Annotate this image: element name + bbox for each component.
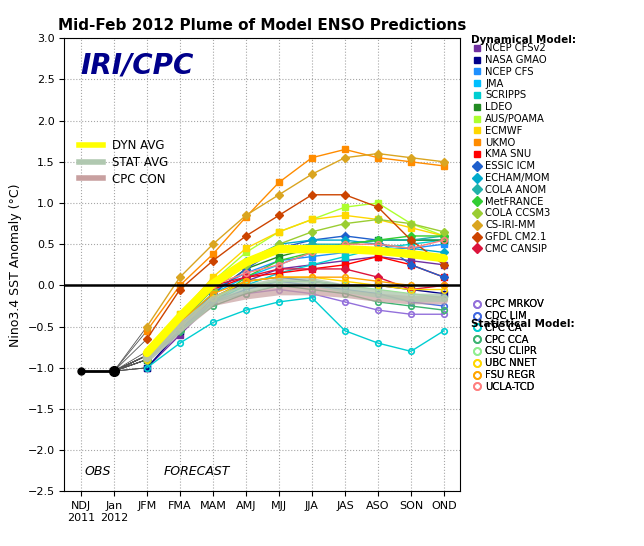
Y-axis label: Nino3.4 SST Anomaly (°C): Nino3.4 SST Anomaly (°C) [9, 183, 22, 347]
Title: Mid-Feb 2012 Plume of Model ENSO Predictions: Mid-Feb 2012 Plume of Model ENSO Predict… [58, 18, 467, 33]
Text: Statistical Model:: Statistical Model: [471, 319, 575, 329]
Text: OBS: OBS [84, 465, 111, 478]
Legend: CPC MRKOV, CDC LIM, CPC CA, CPC CCA, CSU CLIPR, UBC NNET, FSU REGR, UCLA-TCD: CPC MRKOV, CDC LIM, CPC CA, CPC CCA, CSU… [473, 299, 544, 392]
Text: IRI/CPC: IRI/CPC [80, 52, 194, 80]
Text: FORECAST: FORECAST [163, 465, 230, 478]
Text: Dynamical Model:: Dynamical Model: [471, 35, 576, 45]
